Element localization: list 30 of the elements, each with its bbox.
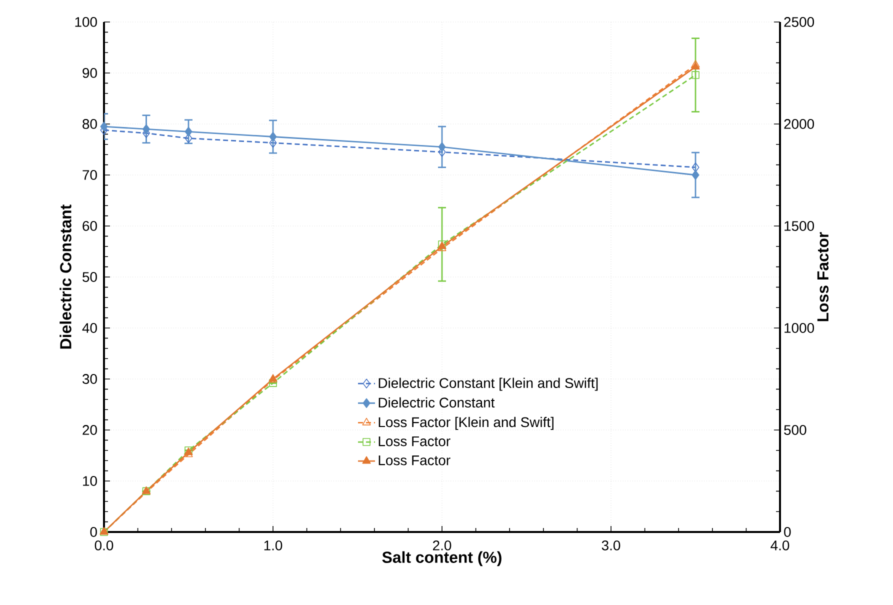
legend-label: Dielectric Constant [Klein and Swift]	[378, 378, 598, 391]
y2-tick-label: 2000	[784, 119, 814, 129]
y2-tick-label: 500	[784, 425, 806, 435]
y-tick-label: 50	[82, 272, 97, 282]
y-axis-title: Dielectric Constant	[60, 204, 72, 349]
y2-tick-label: 0	[784, 527, 791, 537]
y-tick-label: 0	[90, 527, 97, 537]
x-tick-label: 1.0	[264, 540, 282, 550]
y-tick-label: 20	[82, 425, 97, 435]
y2-axis-title: Loss Factor	[817, 232, 829, 322]
x-axis-title: Salt content (%)	[382, 551, 502, 566]
x-tick-label: 0.0	[94, 540, 114, 550]
legend-label: Loss Factor	[378, 456, 450, 466]
y-tick-label: 100	[75, 17, 97, 27]
y-tick-label: 70	[82, 170, 97, 180]
y-tick-label: 80	[82, 119, 97, 129]
x-tick-label: 4.0	[770, 540, 790, 550]
y-tick-label: 40	[82, 323, 97, 333]
x-tick-label: 2.0	[433, 540, 452, 550]
legend-label: Loss Factor	[378, 436, 450, 446]
y2-tick-label: 1000	[784, 323, 814, 333]
y2-tick-label: 2500	[784, 17, 814, 27]
y-tick-label: 90	[82, 68, 97, 78]
legend-label: Dielectric Constant	[378, 397, 495, 408]
y-tick-label: 10	[83, 476, 97, 486]
y-tick-label: 60	[82, 221, 97, 231]
y-tick-label: 30	[82, 374, 97, 384]
y2-tick-label: 1500	[784, 221, 814, 231]
x-tick-label: 3.0	[602, 540, 620, 550]
legend-label: Loss Factor [Klein and Swift]	[378, 416, 554, 430]
